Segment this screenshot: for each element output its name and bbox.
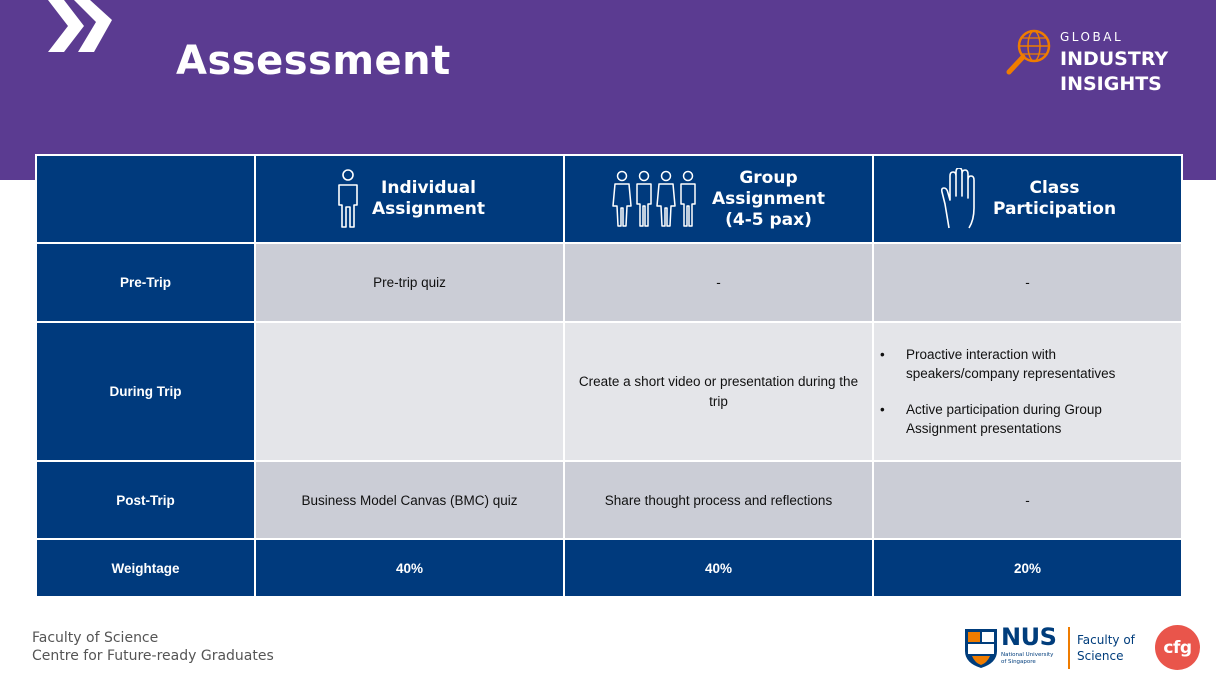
table-cell: Business Model Canvas (BMC) quiz [254, 460, 565, 540]
table-cell [254, 321, 565, 462]
nus-subtitle: National University of Singapore [1001, 652, 1061, 666]
footer-faculty: Faculty of Science [32, 630, 159, 646]
table-row-weightage: Weightage 40% 40% 20% [35, 538, 1183, 598]
list-item: Proactive interaction with speakers/comp… [878, 345, 1169, 383]
table-row: Pre-Trip Pre-trip quiz - - [35, 242, 1183, 323]
table-cell-bullets: Proactive interaction with speakers/comp… [872, 321, 1183, 462]
fos-line: Science [1077, 649, 1124, 663]
row-label-post-trip: Post-Trip [35, 460, 256, 540]
table-cell: - [563, 242, 874, 323]
table-cell: Pre-trip quiz [254, 242, 565, 323]
participation-bullet-list: Proactive interaction with speakers/comp… [874, 345, 1181, 438]
list-item: Active participation during Group Assign… [878, 400, 1169, 438]
column-header-label: Individual [381, 178, 476, 198]
nus-subtitle-line: National University [1001, 652, 1054, 658]
assessment-table: Individual Assignment [35, 154, 1183, 598]
column-header-class-participation: Class Participation [872, 154, 1183, 244]
row-label-pre-trip: Pre-Trip [35, 242, 256, 323]
raised-hand-icon [940, 168, 975, 229]
brand-industry: INDUSTRY [1060, 48, 1169, 70]
logo-divider [1068, 627, 1070, 669]
table-cell: Share thought process and reflections [563, 460, 874, 540]
weightage-value: 40% [254, 538, 565, 598]
page-title: Assessment [176, 38, 451, 84]
table-cell: - [872, 242, 1183, 323]
brand-insights: INSIGHTS [1060, 73, 1162, 95]
footer-text: Faculty of Science Centre for Future-rea… [32, 629, 274, 665]
footer-centre: Centre for Future-ready Graduates [32, 648, 274, 664]
column-header-label: Assignment [712, 188, 825, 209]
faculty-of-science-logo-text: Faculty of Science [1077, 632, 1135, 664]
row-label-during-trip: During Trip [35, 321, 256, 462]
weightage-value: 20% [872, 538, 1183, 598]
cfg-logo: cfg [1155, 625, 1200, 670]
column-header-label: (4-5 pax) [725, 209, 812, 230]
nus-logo: NUS National University of Singapore [963, 623, 1103, 671]
brand-global: GLOBAL [1060, 30, 1124, 44]
row-label-weightage: Weightage [35, 538, 256, 598]
table-row: Post-Trip Business Model Canvas (BMC) qu… [35, 460, 1183, 540]
column-header-label: Group [739, 167, 798, 188]
double-chevron-icon [48, 0, 112, 52]
nus-subtitle-line: of Singapore [1001, 659, 1036, 665]
column-header-individual: Individual Assignment [254, 154, 565, 244]
table-cell: - [872, 460, 1183, 540]
nus-crest-icon [965, 629, 997, 668]
globe-magnifier-icon [1006, 29, 1051, 75]
person-icon [338, 169, 358, 228]
group-icon [612, 170, 696, 227]
column-header-label: Assignment [372, 199, 485, 219]
column-header-label: Participation [992, 199, 1117, 219]
table-corner-cell [35, 154, 256, 244]
column-header-label: Class [1029, 178, 1080, 198]
header-banner: Assessment GLOBAL INDUSTRY INSIGHTS [0, 0, 1216, 180]
table-cell: Create a short video or presentation dur… [563, 321, 874, 462]
table-row: During Trip Create a short video or pres… [35, 321, 1183, 462]
weightage-value: 40% [563, 538, 874, 598]
table-header-row: Individual Assignment [35, 154, 1183, 244]
fos-line: Faculty of [1077, 633, 1135, 647]
nus-wordmark: NUS [1001, 623, 1057, 651]
global-industry-insights-logo: GLOBAL INDUSTRY INSIGHTS [1004, 28, 1204, 100]
column-header-group: Group Assignment (4-5 pax) [563, 154, 874, 244]
